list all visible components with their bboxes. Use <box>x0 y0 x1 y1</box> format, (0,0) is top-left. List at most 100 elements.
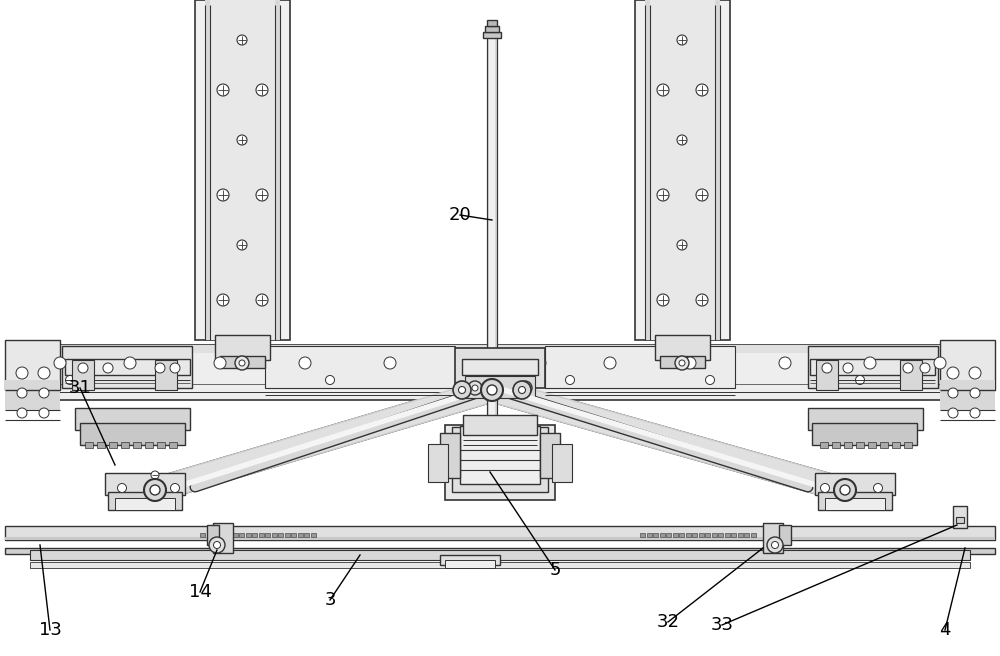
Circle shape <box>299 357 311 369</box>
Circle shape <box>124 357 136 369</box>
Circle shape <box>657 84 669 96</box>
Bar <box>715 0 720 340</box>
Circle shape <box>39 388 49 398</box>
Bar <box>5 380 60 410</box>
Bar <box>65 359 190 375</box>
Circle shape <box>237 240 247 250</box>
Circle shape <box>767 537 783 553</box>
Bar <box>62 346 192 388</box>
Bar <box>265 346 455 388</box>
Bar <box>462 359 538 375</box>
Circle shape <box>235 356 249 370</box>
Bar <box>816 360 838 390</box>
Bar <box>744 533 749 537</box>
Bar <box>692 533 697 537</box>
Bar <box>30 345 970 353</box>
Bar <box>940 380 995 410</box>
Circle shape <box>604 357 616 369</box>
Bar <box>640 533 645 537</box>
Circle shape <box>144 479 166 501</box>
Circle shape <box>684 357 696 369</box>
Bar <box>200 533 205 537</box>
Circle shape <box>487 385 497 395</box>
Circle shape <box>170 363 180 373</box>
Bar <box>30 562 970 568</box>
Circle shape <box>772 541 778 548</box>
Circle shape <box>675 356 689 370</box>
Bar <box>246 533 250 537</box>
Circle shape <box>256 294 268 306</box>
Circle shape <box>840 485 850 495</box>
Bar <box>815 473 895 495</box>
Bar <box>808 408 923 430</box>
Circle shape <box>696 84 708 96</box>
Bar <box>232 533 238 537</box>
Circle shape <box>217 189 229 201</box>
Bar <box>545 346 735 388</box>
Bar <box>205 0 210 340</box>
Bar <box>157 442 165 448</box>
Bar <box>750 533 756 537</box>
Bar <box>655 335 710 360</box>
Bar <box>705 533 710 537</box>
Bar <box>808 346 938 388</box>
Bar <box>265 533 270 537</box>
Circle shape <box>156 375 164 384</box>
Bar <box>832 442 840 448</box>
Bar <box>812 423 917 445</box>
Bar <box>97 442 105 448</box>
Bar <box>779 525 791 545</box>
Circle shape <box>17 388 27 398</box>
Circle shape <box>468 381 482 395</box>
Bar <box>660 356 705 368</box>
Bar <box>145 442 153 448</box>
Circle shape <box>834 479 856 501</box>
Bar <box>252 533 257 537</box>
Bar <box>285 533 290 537</box>
Bar <box>169 442 177 448</box>
Bar <box>108 492 182 510</box>
Bar <box>440 433 460 478</box>
Circle shape <box>948 408 958 418</box>
Bar <box>483 32 501 38</box>
Bar <box>30 345 970 400</box>
Circle shape <box>679 360 685 366</box>
Circle shape <box>970 388 980 398</box>
Bar <box>275 0 280 340</box>
Bar <box>278 533 283 537</box>
Bar <box>30 550 970 560</box>
Circle shape <box>472 385 478 391</box>
Circle shape <box>864 357 876 369</box>
Circle shape <box>696 294 708 306</box>
Circle shape <box>217 84 229 96</box>
Circle shape <box>155 363 165 373</box>
Bar <box>207 525 219 545</box>
Bar <box>540 433 560 478</box>
Bar <box>258 533 264 537</box>
Circle shape <box>696 189 708 201</box>
Text: 32: 32 <box>656 613 680 631</box>
Circle shape <box>706 375 714 384</box>
Circle shape <box>17 408 27 418</box>
Bar <box>428 444 448 482</box>
Bar <box>487 30 497 430</box>
Bar <box>460 426 540 484</box>
Bar <box>291 533 296 537</box>
Circle shape <box>822 363 832 373</box>
Circle shape <box>256 189 268 201</box>
Circle shape <box>170 483 180 493</box>
Bar <box>213 533 218 537</box>
Bar <box>552 444 572 482</box>
Text: 5: 5 <box>549 561 561 579</box>
Bar <box>133 442 141 448</box>
Bar <box>646 533 652 537</box>
Circle shape <box>566 375 574 384</box>
Bar <box>109 442 117 448</box>
Text: 31: 31 <box>69 379 91 397</box>
Circle shape <box>874 483 883 493</box>
Bar <box>75 408 190 430</box>
Bar <box>489 30 495 430</box>
Bar <box>80 423 185 445</box>
Bar <box>666 533 671 537</box>
Bar <box>818 492 892 510</box>
